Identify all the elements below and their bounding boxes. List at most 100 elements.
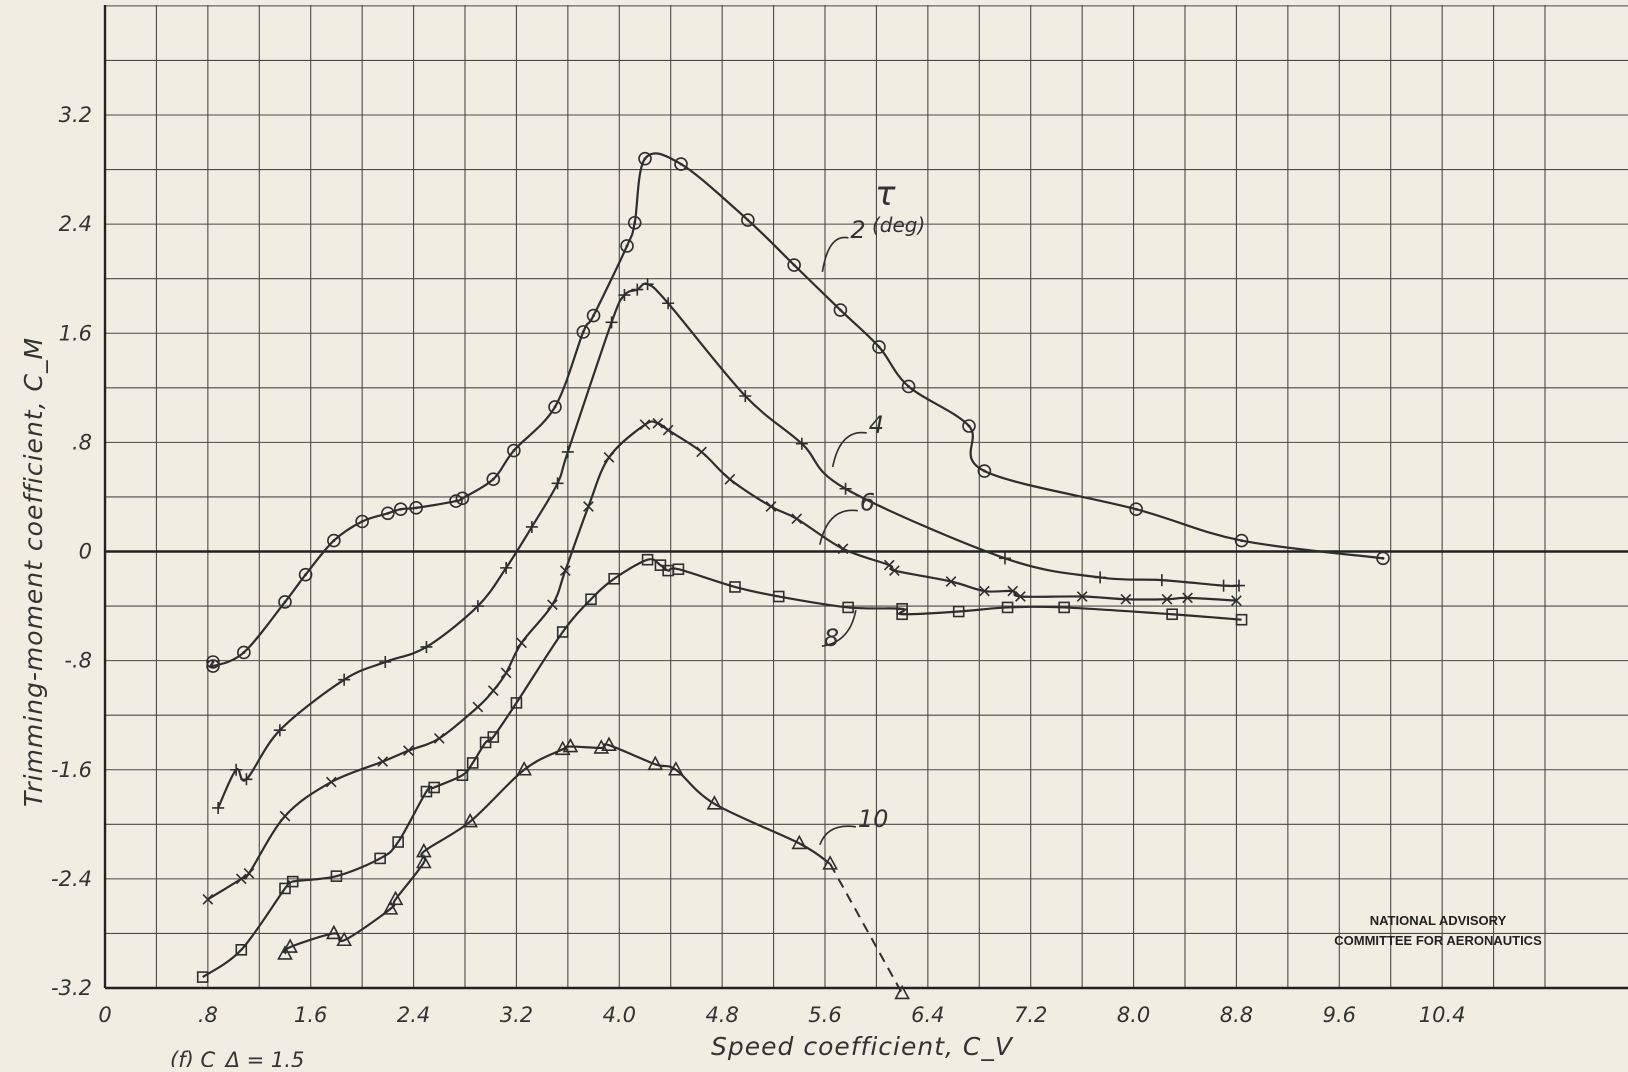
data-point-circle [627, 215, 642, 230]
data-point-circle [674, 157, 688, 171]
data-point-plus [471, 600, 484, 613]
data-point-x [1120, 593, 1132, 605]
data-point-x [639, 419, 651, 431]
data-point-square [729, 581, 741, 593]
data-point-x [559, 565, 571, 576]
series-line [202, 558, 1242, 979]
data-point-triangle [416, 842, 432, 858]
x-tick-label: 7.2 [1014, 1003, 1047, 1027]
data-point-x [1076, 591, 1088, 602]
data-point-plus [212, 801, 225, 814]
series-line-dashed-extension [829, 863, 904, 994]
y-tick-label: -3.2 [51, 976, 92, 1000]
y-tick-label: 1.6 [59, 321, 92, 345]
data-point-square [279, 882, 291, 895]
x-tick-label: 8.0 [1117, 1003, 1150, 1027]
x-tick-label: 3.2 [500, 1003, 533, 1027]
data-point-circle [1234, 533, 1249, 548]
data-point-triangle [336, 931, 352, 947]
data-point-square [896, 608, 908, 621]
data-point-square [428, 781, 440, 794]
data-point-x [516, 637, 527, 649]
data-point-plus [1155, 574, 1168, 587]
data-point-x [1182, 592, 1193, 604]
y-tick-label: -2.4 [51, 867, 92, 891]
data-point-x [547, 599, 558, 611]
x-tick-label: 5.6 [808, 1003, 841, 1027]
data-point-circle-dot [461, 496, 464, 500]
data-point-triangle [562, 737, 579, 753]
data-point-x [603, 452, 615, 463]
data-point-plus [631, 283, 644, 296]
data-point-circle [237, 645, 251, 660]
data-point-circle [872, 340, 886, 354]
data-point-circle [901, 379, 916, 394]
data-point-square [392, 836, 404, 848]
curve-label-leader [819, 825, 856, 846]
data-point-plus [379, 655, 392, 668]
data-point-triangle [416, 853, 432, 869]
data-point-x [1161, 593, 1173, 605]
curve-label-leader [819, 509, 858, 545]
data-point-triangle [462, 812, 478, 828]
data-point-circle [576, 325, 591, 339]
data-point-square [1235, 613, 1248, 626]
data-point-x [652, 417, 664, 429]
data-point-triangle [822, 855, 838, 870]
data-point-circle-dot [967, 424, 971, 428]
data-point-square [196, 971, 209, 983]
data-point-circle [298, 567, 313, 582]
data-point-plus [1094, 571, 1107, 584]
data-point-circle-dot [792, 263, 796, 267]
data-point-circle [393, 502, 408, 517]
data-point-circle [455, 491, 470, 506]
curve-label-tau-8: 8 [824, 624, 839, 652]
data-point-circle-dot [839, 308, 842, 312]
data-point-circle [548, 400, 562, 414]
data-point-circle [977, 464, 992, 478]
data-point-circle-dot [399, 507, 403, 511]
data-point-square [641, 553, 654, 566]
data-point-x [1015, 591, 1026, 602]
data-point-x [791, 513, 803, 525]
y-tick-label: 2.4 [59, 212, 92, 236]
data-point-plus [618, 289, 631, 302]
y-axis-label: Trimming-moment coefficient, C_M [19, 337, 48, 807]
data-point-circle-dot [592, 314, 595, 317]
series-line [209, 152, 1384, 668]
data-point-plus [230, 763, 243, 776]
data-point-square [842, 601, 854, 614]
data-point-circle-dot [360, 520, 364, 523]
data-point-circle-dot [304, 573, 307, 577]
curve-label-tau-10: 10 [858, 805, 889, 833]
grid [103, 5, 1628, 990]
data-point-plus [795, 437, 808, 450]
data-point-plus [662, 297, 675, 310]
data-markers [196, 151, 1390, 1000]
data-point-circle [962, 419, 976, 433]
data-point-triangle [277, 945, 293, 960]
data-point-circle-dot [491, 477, 495, 481]
tick-labels: 0.8 1.6 2.4 3.2 4.0 4.8 5.6 6.4 7.2 8.0 8.8 9.6 10.4… [51, 103, 1466, 1027]
x-tick-label: 0 [98, 1003, 111, 1027]
data-point-x [403, 745, 414, 757]
data-point-circle [206, 655, 220, 669]
data-point-x [472, 701, 484, 713]
data-point-triangle [282, 938, 298, 953]
data-point-triangle [387, 890, 404, 906]
data-point-circle [1129, 502, 1143, 517]
data-point-x [433, 733, 445, 744]
data-point-x [945, 576, 957, 587]
data-point-x [662, 424, 674, 436]
y-tick-label: .8 [72, 430, 92, 454]
data-point-circle-dot [983, 469, 986, 473]
data-point-x [202, 893, 214, 905]
data-point-square [466, 757, 479, 769]
curve-label-leader [821, 610, 857, 647]
data-point-x [583, 501, 594, 512]
data-point-circle-dot [1381, 556, 1385, 560]
data-point-square [952, 605, 965, 618]
data-point-x [377, 756, 389, 767]
data-point-circle [486, 472, 501, 487]
data-point-square [330, 870, 343, 882]
